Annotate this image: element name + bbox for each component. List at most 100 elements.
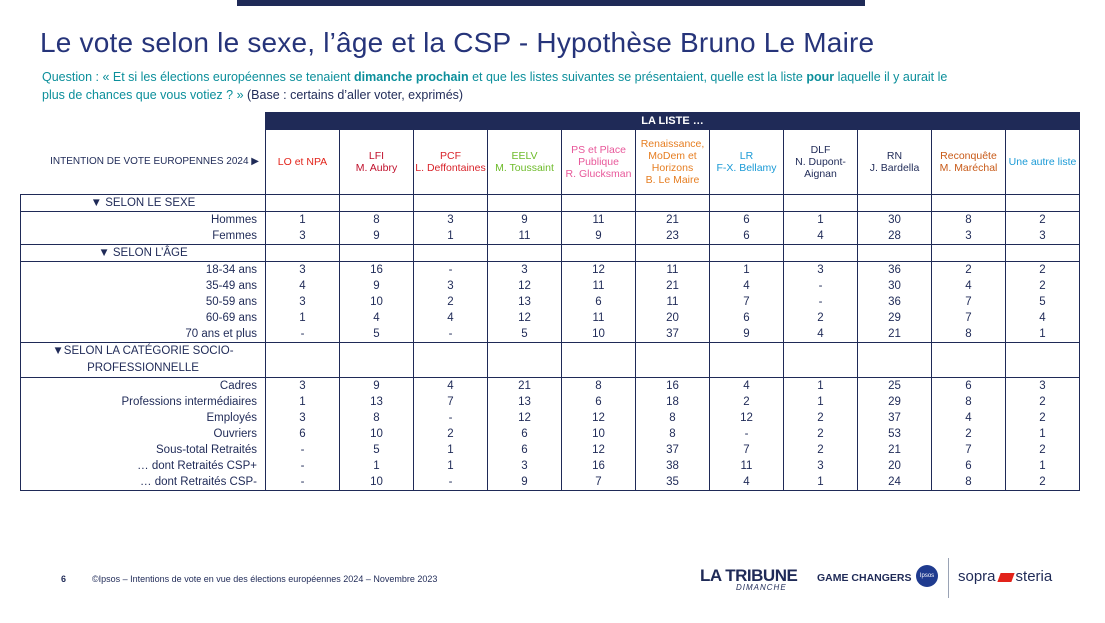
section-empty-cell (857, 244, 932, 262)
section-empty-cell (561, 244, 636, 262)
value-cell: 4 (265, 278, 340, 294)
value-cell: - (265, 474, 340, 491)
column-party: LO et NPA (277, 156, 328, 168)
value-cell: 7 (413, 394, 488, 410)
row-label: … dont Retraités CSP+ (20, 458, 266, 474)
table-row: 70 ans et plus -5-5 10 37 9 4 21 8 1 (20, 326, 1080, 343)
column-candidate: R. Glucksman (565, 168, 632, 180)
section-empty-cell (931, 342, 1006, 378)
section-title: ▼ SELON L’ÂGE (20, 244, 266, 262)
value-cell: 21 (635, 211, 710, 228)
value-cell: - (265, 326, 340, 343)
value-cell: 3 (931, 228, 1006, 245)
value-cell: 3 (487, 458, 562, 474)
value-cell: 1 (265, 394, 340, 410)
value-cell: 9 (487, 474, 562, 491)
row-label: Cadres (20, 377, 266, 394)
value-cell: 1 (709, 261, 784, 278)
value-cell: 11 (561, 310, 636, 326)
table-row: 18-34 ans 3 16-3 12 11 1 3 36 2 2 (20, 261, 1080, 278)
value-cell: 10 (561, 426, 636, 442)
column-party: Une autre liste (1008, 156, 1077, 168)
value-cell: 11 (561, 278, 636, 294)
value-cell: 13 (487, 394, 562, 410)
value-cell: 2 (783, 426, 858, 442)
row-label: 70 ans et plus (20, 326, 266, 343)
column-party: DLF (810, 144, 831, 156)
value-cell: 2 (931, 261, 1006, 278)
table-row: … dont Retraités CSP+ -1 1 3 16 38 11 3 20 6 1 (20, 458, 1080, 474)
section-empty-cell (709, 194, 784, 212)
top-accent-bar (237, 0, 865, 6)
value-cell: 2 (783, 310, 858, 326)
value-cell: 35 (635, 474, 710, 491)
value-cell: 12 (561, 261, 636, 278)
column-header-0: LO et NPA (265, 129, 340, 195)
section-title-line: ▼ SELON L’ÂGE (98, 247, 188, 259)
value-cell: 4 (709, 474, 784, 491)
value-cell: 8 (931, 474, 1006, 491)
value-cell: 5 (487, 326, 562, 343)
table-row: Professions intermédiaires 1 13 7 13 6 18 2 1 29 8… (20, 394, 1080, 410)
question-base: (Base : certains d’aller voter, exprimés… (243, 88, 464, 102)
value-cell: 6 (931, 377, 1006, 394)
value-cell: 1 (1005, 458, 1080, 474)
value-cell: 12 (709, 410, 784, 426)
value-cell: 2 (1005, 278, 1080, 294)
value-cell: 8 (339, 410, 414, 426)
value-cell: 2 (413, 426, 488, 442)
question-mid-1: et que les listes suivantes se présentai… (468, 70, 807, 84)
table-row: Employés 3 8-12 12 8 12 2 37 4 2 (20, 410, 1080, 426)
value-cell: 12 (487, 410, 562, 426)
value-cell: 9 (487, 211, 562, 228)
section-title-line: ▼ SELON LE SEXE (90, 197, 196, 209)
column-candidate: N. Dupont-Aignan (795, 156, 846, 180)
value-cell: 1 (339, 458, 414, 474)
value-cell: 7 (561, 474, 636, 491)
value-cell: 25 (857, 377, 932, 394)
column-candidate: M. Maréchal (939, 162, 998, 174)
value-cell: 16 (561, 458, 636, 474)
value-cell: 2 (783, 410, 858, 426)
column-party: LFI (368, 150, 385, 162)
value-cell: 3 (265, 228, 340, 245)
value-cell: 16 (635, 377, 710, 394)
value-cell: 12 (561, 442, 636, 458)
value-cell: 10 (339, 474, 414, 491)
value-cell: 4 (709, 377, 784, 394)
value-cell: - (413, 326, 488, 343)
value-cell: 12 (487, 278, 562, 294)
row-label: 18-34 ans (20, 261, 266, 278)
table-row: Ouvriers 6 10 2 6 10 8-2 53 2 1 (20, 426, 1080, 442)
section-empty-cell (783, 194, 858, 212)
section-empty-cell (783, 342, 858, 378)
page-title: Le vote selon le sexe, l’âge et la CSP -… (40, 27, 875, 58)
value-cell: 13 (487, 294, 562, 310)
column-candidate: B. Le Maire (645, 174, 700, 186)
value-cell: 3 (487, 261, 562, 278)
value-cell: 10 (561, 326, 636, 343)
table-row: Femmes 3 9 1 11 9 23 6 4 28 3 3 (20, 228, 1080, 245)
section-empty-cell (561, 194, 636, 212)
table-top-header: LA LISTE … (265, 112, 1080, 130)
value-cell: 2 (783, 442, 858, 458)
section-title: ▼ SELON LE SEXE (20, 194, 266, 212)
value-cell: 29 (857, 310, 932, 326)
value-cell: 1 (413, 458, 488, 474)
value-cell: 4 (783, 326, 858, 343)
value-cell: 37 (857, 410, 932, 426)
value-cell: 1 (783, 394, 858, 410)
column-candidate: L. Deffontaines (415, 162, 486, 174)
section-empty-cell (1005, 342, 1080, 378)
column-header-7: DLF N. Dupont-Aignan (783, 129, 858, 195)
column-candidate: M. Toussaint (495, 162, 554, 174)
value-cell: 7 (709, 442, 784, 458)
value-cell: 3 (413, 211, 488, 228)
value-cell: 12 (487, 310, 562, 326)
value-cell: - (783, 294, 858, 310)
section-empty-cell (265, 342, 340, 378)
section-title-line: PROFESSIONNELLE (87, 362, 199, 374)
value-cell: 3 (265, 410, 340, 426)
value-cell: 8 (931, 326, 1006, 343)
value-cell: 3 (1005, 228, 1080, 245)
